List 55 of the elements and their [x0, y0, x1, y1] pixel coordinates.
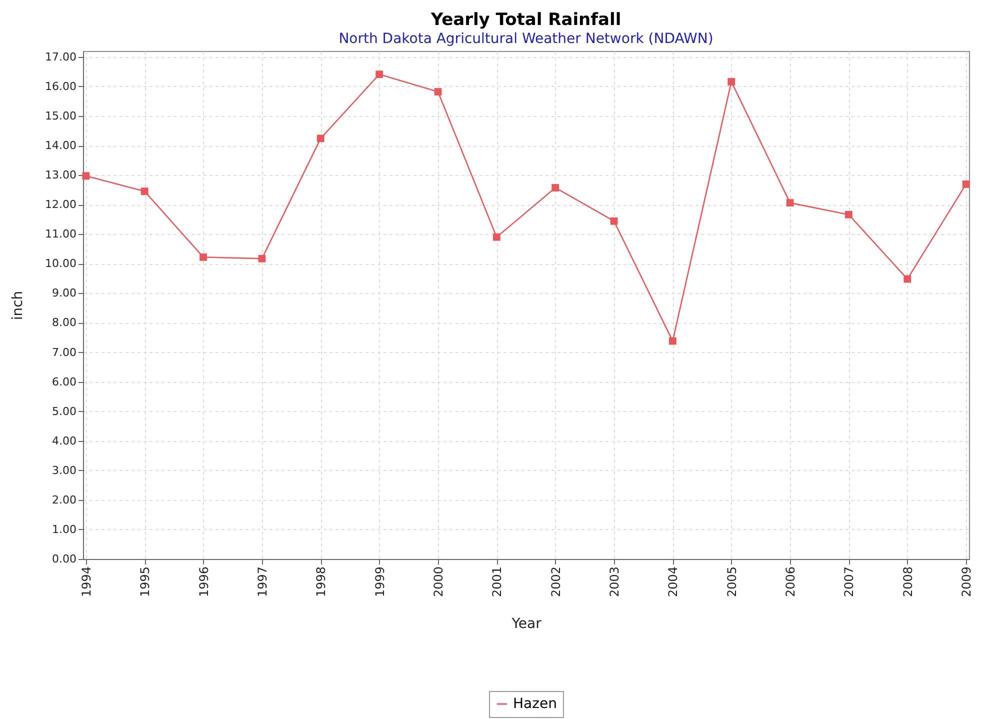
- x-tick-label: 2007: [842, 566, 856, 598]
- x-tick-label: 1996: [196, 566, 211, 598]
- y-tick-label: 15.00: [45, 109, 76, 122]
- point: [786, 199, 794, 207]
- point: [316, 134, 324, 142]
- y-tick-label: 11.00: [45, 228, 76, 241]
- x-tick-label: 2008: [900, 566, 915, 598]
- y-tick-label: 14.00: [45, 139, 76, 152]
- y-tick-label: 10.00: [45, 257, 76, 270]
- point: [376, 70, 384, 78]
- x-tick-label: 2000: [431, 566, 446, 598]
- x-tick-label: 2003: [608, 566, 622, 598]
- y-axis-title: inch: [10, 290, 26, 320]
- y-tick-label: 3.00: [52, 464, 76, 477]
- point: [434, 88, 442, 96]
- point: [258, 254, 266, 262]
- legend-label: Hazen: [513, 696, 557, 712]
- y-tick-label: 6.00: [52, 375, 76, 388]
- x-tick-label: 2001: [490, 566, 504, 598]
- y-tick-label: 17.00: [45, 50, 76, 64]
- y-tick-label: 7.00: [52, 346, 76, 359]
- chart-title: Yearly Total Rainfall: [430, 10, 622, 30]
- x-tick-label: 2002: [548, 566, 563, 598]
- y-tick-label: 9.00: [52, 286, 76, 300]
- point: [140, 188, 148, 195]
- y-tick-label: 13.00: [45, 168, 76, 182]
- x-tick-label: 1995: [138, 566, 152, 598]
- chart-subtitle: North Dakota Agricultural Weather Network (NDAWN): [338, 30, 714, 47]
- x-axis-title: Year: [510, 616, 542, 632]
- point: [492, 233, 500, 241]
- point: [200, 253, 207, 261]
- x-tick-label: 2009: [960, 566, 974, 598]
- y-tick-label: 8.00: [52, 316, 76, 330]
- point: [845, 210, 852, 218]
- x-tick-label: 1997: [255, 566, 270, 598]
- x-tick-label: 1999: [372, 566, 387, 598]
- point: [962, 180, 970, 188]
- y-tick-label: 1.00: [52, 522, 76, 536]
- point: [552, 184, 560, 192]
- point: [904, 275, 912, 283]
- point: [668, 337, 676, 345]
- point: [82, 172, 90, 180]
- y-tick-label: 2.00: [52, 493, 76, 506]
- y-tick-label: 16.00: [45, 80, 76, 93]
- y-tick-label: 0.00: [52, 552, 76, 566]
- x-tick-label: 1994: [79, 566, 94, 598]
- point: [610, 217, 618, 225]
- x-tick-label: 2005: [724, 566, 739, 598]
- y-tick-label: 4.00: [52, 434, 76, 448]
- point: [728, 78, 736, 86]
- y-tick-label: 12.00: [45, 198, 76, 212]
- x-tick-label: 2004: [666, 566, 680, 598]
- x-tick-label: 2006: [784, 566, 798, 598]
- y-tick-label: 5.00: [52, 404, 76, 418]
- x-tick-label: 1998: [314, 566, 328, 598]
